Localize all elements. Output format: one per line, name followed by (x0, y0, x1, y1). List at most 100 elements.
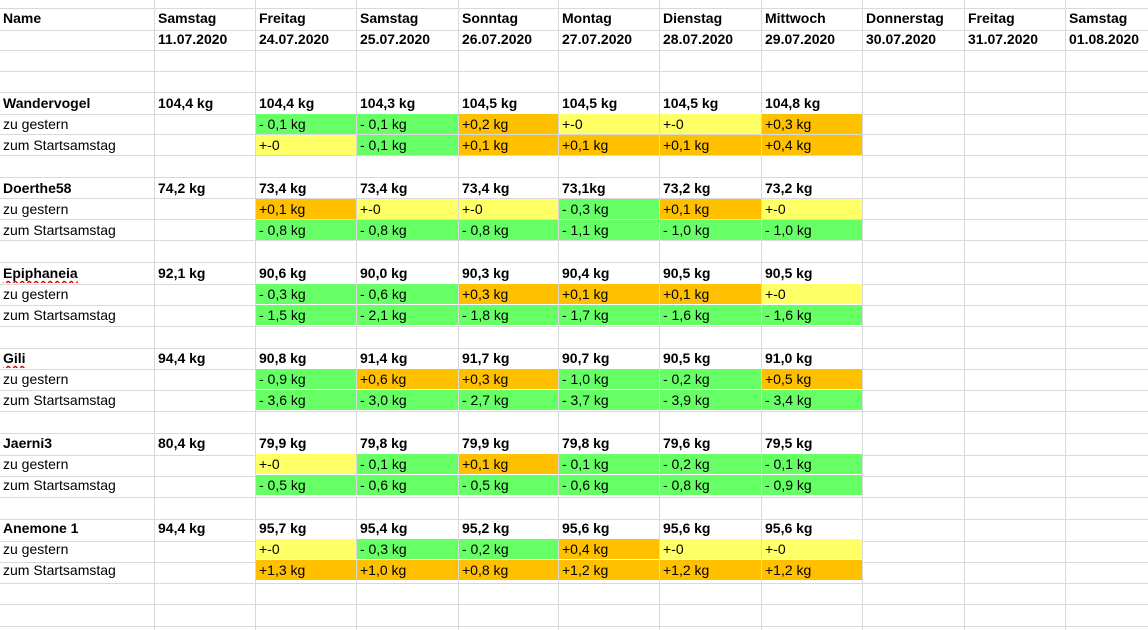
weight-cell[interactable]: 95,2 kg (459, 518, 558, 538)
header-day[interactable]: Freitag (256, 8, 356, 28)
diff-vs-start[interactable]: - 0,1 kg (357, 135, 458, 155)
weight-cell[interactable]: 90,6 kg (256, 263, 356, 283)
diff-vs-start[interactable]: +1,3 kg (256, 560, 356, 580)
diff-vs-yesterday[interactable]: +-0 (762, 284, 862, 304)
weight-cell[interactable]: 91,7 kg (459, 348, 558, 368)
weight-cell[interactable]: 90,4 kg (559, 263, 659, 283)
diff-vs-yesterday[interactable]: +0,1 kg (459, 454, 558, 474)
weight-cell[interactable]: 79,9 kg (459, 433, 558, 453)
diff-vs-start[interactable]: +0,1 kg (559, 135, 659, 155)
header-day[interactable]: Freitag (965, 8, 1065, 28)
person-name[interactable]: Anemone 1 (0, 518, 154, 538)
diff-vs-yesterday[interactable]: - 0,1 kg (256, 114, 356, 134)
diff-vs-yesterday[interactable]: +-0 (762, 539, 862, 559)
weight-cell[interactable]: 73,4 kg (357, 178, 458, 198)
diff-vs-yesterday[interactable]: - 0,1 kg (357, 454, 458, 474)
diff-vs-start[interactable]: +0,8 kg (459, 560, 558, 580)
diff-vs-yesterday[interactable]: +0,3 kg (762, 114, 862, 134)
diff-vs-yesterday[interactable]: - 0,3 kg (357, 539, 458, 559)
diff-vs-yesterday[interactable]: - 0,1 kg (762, 454, 862, 474)
start-weight[interactable]: 80,4 kg (155, 433, 255, 453)
weight-cell[interactable]: 95,6 kg (762, 518, 862, 538)
diff-vs-start[interactable]: - 0,8 kg (459, 220, 558, 240)
diff-vs-yesterday[interactable]: +0,3 kg (459, 369, 558, 389)
weight-cell[interactable]: 104,5 kg (459, 93, 558, 113)
header-day[interactable]: Samstag (1066, 8, 1147, 28)
weight-cell[interactable]: 73,4 kg (459, 178, 558, 198)
weight-cell[interactable]: 90,3 kg (459, 263, 558, 283)
diff-vs-start[interactable]: +0,1 kg (660, 135, 761, 155)
person-name[interactable]: Gili (0, 348, 154, 368)
diff-vs-start[interactable]: - 1,8 kg (459, 305, 558, 325)
weight-cell[interactable]: 90,0 kg (357, 263, 458, 283)
diff-vs-yesterday[interactable]: +0,3 kg (459, 284, 558, 304)
header-day[interactable]: Samstag (357, 8, 458, 28)
header-day[interactable]: Mittwoch (762, 8, 862, 28)
header-date[interactable]: 30.07.2020 (863, 29, 964, 49)
diff-vs-start[interactable]: - 3,4 kg (762, 390, 862, 410)
weight-cell[interactable]: 104,4 kg (256, 93, 356, 113)
diff-vs-yesterday[interactable]: +-0 (256, 454, 356, 474)
header-day[interactable]: Sonntag (459, 8, 558, 28)
diff-vs-yesterday[interactable]: +0,1 kg (559, 284, 659, 304)
weight-cell[interactable]: 95,4 kg (357, 518, 458, 538)
diff-vs-yesterday[interactable]: +-0 (459, 199, 558, 219)
diff-vs-start[interactable]: - 1,7 kg (559, 305, 659, 325)
person-name[interactable]: Epiphaneia (0, 263, 154, 283)
label-vs-start[interactable]: zum Startsamstag (0, 135, 154, 155)
diff-vs-start[interactable]: +1,0 kg (357, 560, 458, 580)
weight-cell[interactable]: 73,4 kg (256, 178, 356, 198)
diff-vs-start[interactable]: - 0,8 kg (660, 475, 761, 495)
weight-cell[interactable]: 79,9 kg (256, 433, 356, 453)
label-vs-start[interactable]: zum Startsamstag (0, 560, 154, 580)
weight-cell[interactable]: 95,6 kg (559, 518, 659, 538)
header-date[interactable]: 31.07.2020 (965, 29, 1065, 49)
diff-vs-yesterday[interactable]: +0,1 kg (256, 199, 356, 219)
diff-vs-start[interactable]: +0,1 kg (459, 135, 558, 155)
weight-cell[interactable]: 104,5 kg (559, 93, 659, 113)
diff-vs-yesterday[interactable]: +-0 (559, 114, 659, 134)
person-name[interactable]: Wandervogel (0, 93, 154, 113)
person-name[interactable]: Jaerni3 (0, 433, 154, 453)
weight-cell[interactable]: 91,0 kg (762, 348, 862, 368)
person-name[interactable]: Doerthe58 (0, 178, 154, 198)
diff-vs-start[interactable]: - 3,7 kg (559, 390, 659, 410)
weight-cell[interactable]: 104,8 kg (762, 93, 862, 113)
header-date[interactable]: 24.07.2020 (256, 29, 356, 49)
diff-vs-start[interactable]: - 0,6 kg (357, 475, 458, 495)
start-weight[interactable]: 94,4 kg (155, 518, 255, 538)
diff-vs-yesterday[interactable]: - 0,1 kg (357, 114, 458, 134)
weight-cell[interactable]: 95,7 kg (256, 518, 356, 538)
weight-cell[interactable]: 91,4 kg (357, 348, 458, 368)
diff-vs-start[interactable]: +1,2 kg (762, 560, 862, 580)
weight-cell[interactable]: 79,8 kg (357, 433, 458, 453)
weight-cell[interactable]: 90,5 kg (660, 263, 761, 283)
weight-cell[interactable]: 90,7 kg (559, 348, 659, 368)
diff-vs-start[interactable]: - 0,5 kg (459, 475, 558, 495)
weight-cell[interactable]: 73,2 kg (660, 178, 761, 198)
diff-vs-start[interactable]: - 1,0 kg (660, 220, 761, 240)
weight-cell[interactable]: 79,6 kg (660, 433, 761, 453)
diff-vs-start[interactable]: - 0,8 kg (256, 220, 356, 240)
diff-vs-start[interactable]: - 2,7 kg (459, 390, 558, 410)
diff-vs-yesterday[interactable]: +0,5 kg (762, 369, 862, 389)
diff-vs-yesterday[interactable]: +0,1 kg (660, 284, 761, 304)
start-weight[interactable]: 92,1 kg (155, 263, 255, 283)
header-date[interactable]: 01.08.2020 (1066, 29, 1147, 49)
diff-vs-yesterday[interactable]: - 0,2 kg (660, 454, 761, 474)
diff-vs-yesterday[interactable]: +-0 (357, 199, 458, 219)
weight-cell[interactable]: 73,2 kg (762, 178, 862, 198)
header-day[interactable]: Montag (559, 8, 659, 28)
weight-cell[interactable]: 104,5 kg (660, 93, 761, 113)
weight-cell[interactable]: 90,5 kg (762, 263, 862, 283)
header-name[interactable]: Name (0, 8, 154, 28)
diff-vs-start[interactable]: +-0 (256, 135, 356, 155)
header-date[interactable]: 11.07.2020 (155, 29, 255, 49)
diff-vs-yesterday[interactable]: - 0,9 kg (256, 369, 356, 389)
label-vs-yesterday[interactable]: zu gestern (0, 114, 154, 134)
label-vs-start[interactable]: zum Startsamstag (0, 475, 154, 495)
diff-vs-start[interactable]: - 1,5 kg (256, 305, 356, 325)
header-date[interactable]: 29.07.2020 (762, 29, 862, 49)
diff-vs-yesterday[interactable]: +0,2 kg (459, 114, 558, 134)
label-vs-yesterday[interactable]: zu gestern (0, 454, 154, 474)
